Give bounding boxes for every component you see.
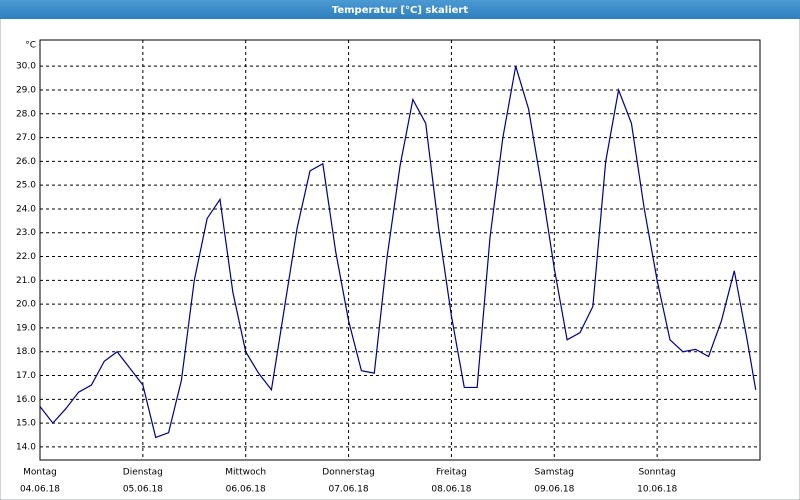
y-tick-label: 23.0 (16, 228, 36, 238)
x-tick-date: 04.06.18 (20, 485, 60, 495)
y-tick-label: 24.0 (16, 204, 36, 214)
y-tick-label: 27.0 (16, 133, 36, 143)
x-tick-date: 09.06.18 (534, 485, 574, 495)
y-tick-label: 17.0 (16, 371, 36, 381)
x-tick-label: Mittwoch (225, 468, 266, 478)
y-tick-label: 29.0 (16, 85, 36, 95)
y-tick-label: 30.0 (16, 62, 36, 72)
x-tick-date: 07.06.18 (329, 485, 369, 495)
title-bar (0, 0, 800, 19)
y-tick-label: 14.0 (16, 442, 36, 452)
y-tick-label: 28.0 (16, 109, 36, 119)
x-tick-label: Samstag (535, 468, 574, 478)
y-unit: °C (25, 41, 36, 51)
y-tick-label: 16.0 (16, 395, 36, 405)
x-tick-date: 05.06.18 (123, 485, 163, 495)
x-tick-label: Montag (23, 468, 57, 478)
x-tick-date: 10.06.18 (637, 485, 677, 495)
x-tick-label: Dienstag (123, 468, 163, 478)
x-tick-label: Freitag (436, 468, 467, 478)
y-tick-label: 19.0 (16, 323, 36, 333)
y-tick-label: 18.0 (16, 347, 36, 357)
y-tick-label: 25.0 (16, 181, 36, 191)
plot-frame (39, 39, 761, 461)
y-tick-label: 22.0 (16, 252, 36, 262)
x-tick-label: Donnerstag (322, 468, 375, 478)
x-tick-date: 06.06.18 (226, 485, 266, 495)
line-series (39, 66, 757, 439)
chart-title: Temperatur [°C] skaliert (332, 5, 469, 16)
x-tick-date: 08.06.18 (431, 485, 471, 495)
y-tick-label: 15.0 (16, 419, 36, 429)
y-tick-label: 20.0 (16, 300, 36, 310)
x-tick-label: Sonntag (638, 468, 675, 478)
y-tick-label: 26.0 (16, 157, 36, 167)
y-tick-label: 21.0 (16, 276, 36, 286)
